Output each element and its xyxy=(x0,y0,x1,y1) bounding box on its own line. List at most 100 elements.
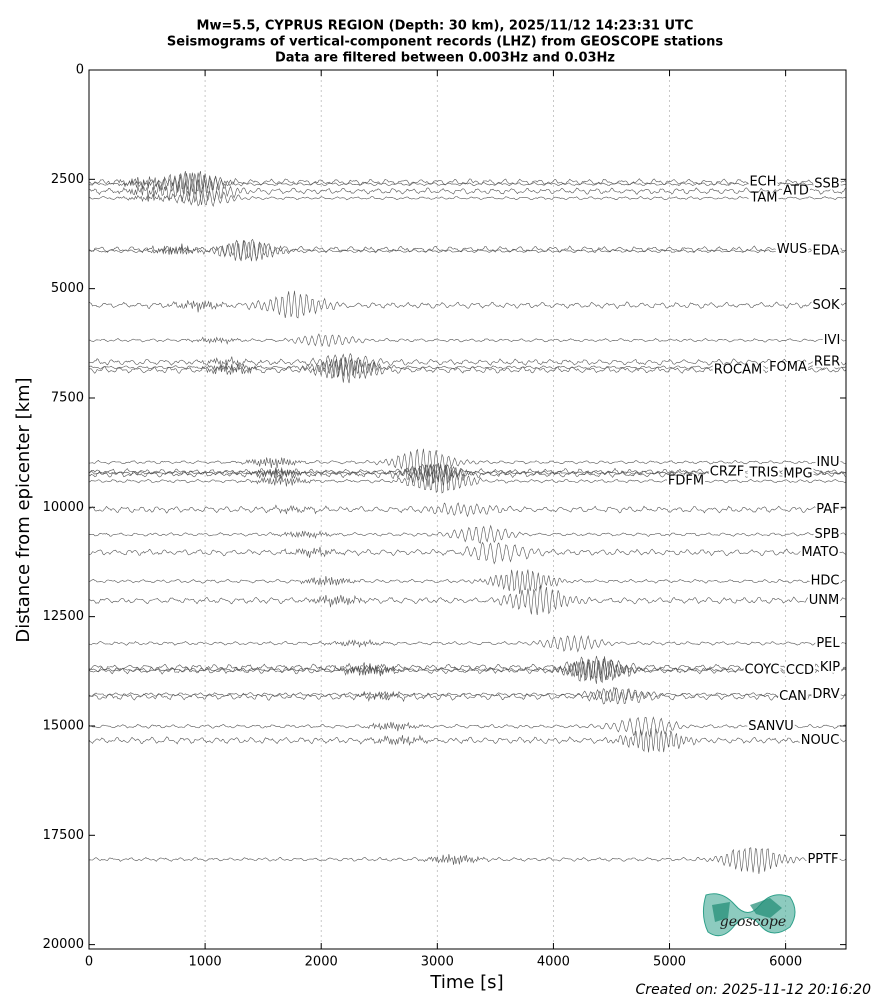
seismogram-trace xyxy=(88,569,847,595)
station-label: PPTF xyxy=(807,852,838,867)
seismogram-trace xyxy=(88,240,847,262)
chart-title: Seismograms of vertical-component record… xyxy=(167,35,723,50)
station-label-bg xyxy=(708,466,746,478)
station-label: TRIS xyxy=(748,465,778,480)
y-tick-label: 7500 xyxy=(51,390,84,405)
seismogram-trace xyxy=(88,333,847,347)
station-label: DRV xyxy=(812,687,839,702)
seismogram-trace xyxy=(88,847,847,874)
station-label-bg xyxy=(812,356,842,368)
station-label-bg xyxy=(813,528,841,540)
station-label-bg xyxy=(782,468,814,480)
logo-continents xyxy=(712,898,782,922)
seismogram-trace xyxy=(88,172,847,197)
station-label-bg xyxy=(815,504,841,515)
station-label-bg xyxy=(800,546,840,558)
station-label: CRZF xyxy=(710,464,745,479)
y-tick-label: 5000 xyxy=(51,281,84,296)
station-label: KIP xyxy=(820,660,840,675)
station-label: PAF xyxy=(816,502,839,517)
y-tick-label: 10000 xyxy=(43,500,84,515)
station-label-bg xyxy=(813,178,841,190)
seismogram-trace xyxy=(88,686,847,705)
x-axis-label: Time [s] xyxy=(429,972,503,993)
station-label: MPG xyxy=(783,467,812,482)
station-label-bg xyxy=(806,853,840,865)
seismogram-trace xyxy=(88,584,846,616)
seismogram-trace xyxy=(88,634,847,653)
x-tick-label: 1000 xyxy=(189,955,222,970)
station-label: CCD xyxy=(786,663,814,678)
traces xyxy=(88,171,847,874)
station-label-bg xyxy=(775,243,809,255)
station-label-bg xyxy=(747,720,795,732)
x-tick-label: 2000 xyxy=(305,955,338,970)
chart-title: Mw=5.5, CYPRUS REGION (Depth: 30 km), 20… xyxy=(197,19,694,34)
station-label-bg xyxy=(822,334,842,346)
station-label-bg xyxy=(747,467,780,479)
station-label-bg xyxy=(815,637,842,649)
logo xyxy=(702,893,796,937)
y-tick-label: 12500 xyxy=(43,609,84,624)
station-label: FDFM xyxy=(668,474,704,489)
seismogram-trace xyxy=(88,352,847,372)
station-label: CAN xyxy=(779,689,807,704)
station-label: INU xyxy=(816,455,839,470)
footer: Created on: 2025-11-12 20:16:20 xyxy=(636,982,872,998)
plot-frame xyxy=(88,69,847,950)
station-label: FOMA xyxy=(769,360,807,375)
station-label: IVI xyxy=(824,333,841,348)
seismogram-trace xyxy=(88,448,847,477)
station-label: EDA xyxy=(813,244,840,259)
seismogram-trace xyxy=(88,290,847,319)
station-label-bg xyxy=(768,361,809,373)
station-label: MATO xyxy=(801,545,838,560)
station-label-bg xyxy=(799,734,841,746)
x-tick-label: 6000 xyxy=(769,955,802,970)
station-label-bg xyxy=(748,176,778,188)
seismogram-trace xyxy=(88,238,847,260)
station-label-bg xyxy=(811,245,841,257)
station-label: SSB xyxy=(814,177,839,192)
seismogram-trace xyxy=(88,524,847,544)
seismogram-trace xyxy=(88,728,847,753)
station-label: SOK xyxy=(812,298,839,313)
station-label-bg xyxy=(778,691,808,703)
station-label: NOUC xyxy=(801,733,840,748)
station-label-bg xyxy=(748,192,779,204)
seismogram-trace xyxy=(88,656,847,684)
station-label-bg xyxy=(815,456,841,468)
station-label-bg xyxy=(809,575,841,587)
x-tick-label: 4000 xyxy=(537,955,570,970)
station-label-bg xyxy=(818,661,842,673)
station-label: RER xyxy=(814,355,840,370)
station-label: PEL xyxy=(816,636,840,651)
station-label: ECH xyxy=(749,174,776,189)
station-label: TAM xyxy=(749,191,777,206)
y-axis-label: Distance from epicenter [km] xyxy=(13,377,34,642)
seismogram-trace xyxy=(88,687,847,702)
station-label: SANVU xyxy=(748,719,794,734)
station-label: WUS xyxy=(777,242,808,257)
station-label: COYC xyxy=(745,662,780,677)
station-label: HDC xyxy=(811,574,840,589)
y-tick-label: 20000 xyxy=(43,937,84,952)
y-tick-label: 17500 xyxy=(43,828,84,843)
station-label: ATD xyxy=(783,184,809,199)
x-tick-label: 0 xyxy=(85,955,93,970)
y-tick-label: 0 xyxy=(76,63,84,78)
station-label: UNM xyxy=(809,593,839,608)
station-label-bg xyxy=(743,664,781,676)
station-label: SPB xyxy=(814,527,839,542)
seismogram-trace xyxy=(88,655,847,679)
station-label-bg xyxy=(782,185,810,197)
x-tick-label: 5000 xyxy=(653,955,686,970)
chart-title: Data are filtered between 0.003Hz and 0.… xyxy=(275,51,615,66)
station-label: ROCAM xyxy=(714,362,762,377)
seismogram-trace xyxy=(88,541,847,565)
seismogram-trace xyxy=(88,467,847,494)
seismogram-trace xyxy=(88,190,847,208)
logo-text: geoscope xyxy=(720,914,786,930)
